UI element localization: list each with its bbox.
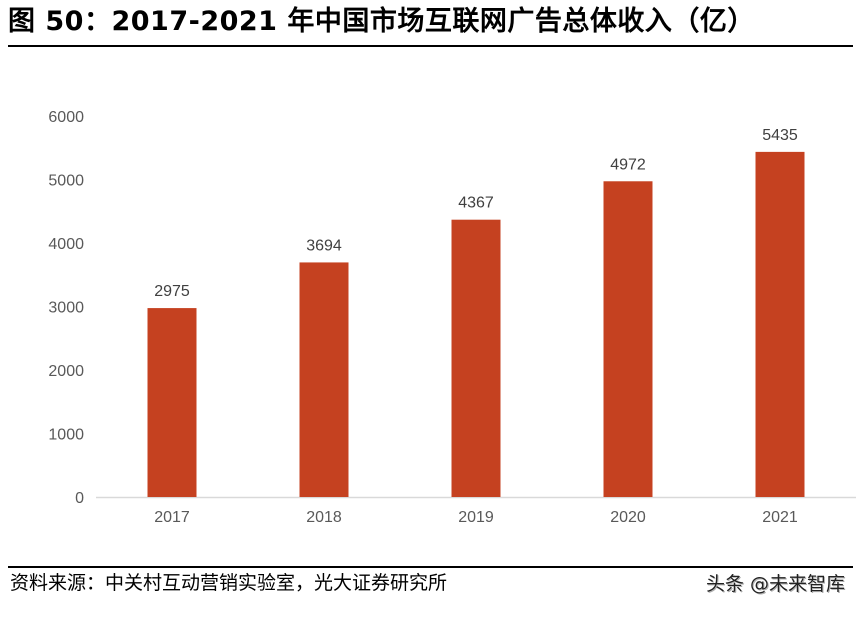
title-divider xyxy=(8,45,853,47)
y-tick-label: 4000 xyxy=(48,236,84,253)
data-label: 4972 xyxy=(610,156,646,173)
x-tick-label: 2021 xyxy=(762,509,798,526)
y-tick-label: 5000 xyxy=(48,173,84,190)
bar xyxy=(147,308,197,497)
bar xyxy=(755,151,805,497)
watermark-text: 头条 @未来智库 xyxy=(705,573,845,595)
bar xyxy=(299,262,349,497)
bar xyxy=(603,181,653,497)
y-tick-label: 0 xyxy=(75,490,84,507)
data-label: 5435 xyxy=(762,127,798,144)
x-tick-label: 2019 xyxy=(458,509,494,526)
source-note: 资料来源：中关村互动营销实验室，光大证券研究所 xyxy=(10,572,448,594)
x-tick-label: 2018 xyxy=(306,509,342,526)
y-tick-label: 3000 xyxy=(48,300,84,317)
footer-divider xyxy=(8,566,853,568)
y-tick-label: 1000 xyxy=(48,427,84,444)
x-tick-label: 2017 xyxy=(154,509,190,526)
data-label: 3694 xyxy=(306,237,342,254)
bar xyxy=(451,219,501,497)
data-label: 2975 xyxy=(154,283,190,300)
figure-title: 图 50：2017-2021 年中国市场互联网广告总体收入（亿） xyxy=(8,6,755,37)
data-label: 4367 xyxy=(458,195,494,212)
x-tick-label: 2020 xyxy=(610,509,646,526)
y-tick-label: 6000 xyxy=(48,109,84,126)
y-tick-label: 2000 xyxy=(48,363,84,380)
bar-chart: 0 1000 2000 3000 4000 5000 6000 2975 2017 3694 201… xyxy=(48,109,856,526)
